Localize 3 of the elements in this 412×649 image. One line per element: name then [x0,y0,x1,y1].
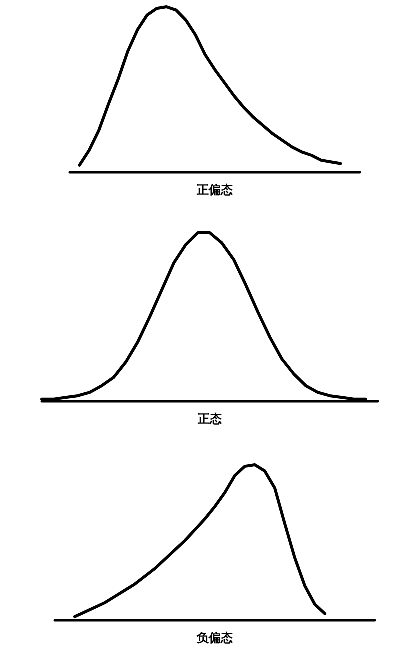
x-axis-title: 正态 [197,412,223,426]
x-axis-title: 正偏态 [196,183,234,197]
x-axis-title: 负偏态 [196,631,234,645]
